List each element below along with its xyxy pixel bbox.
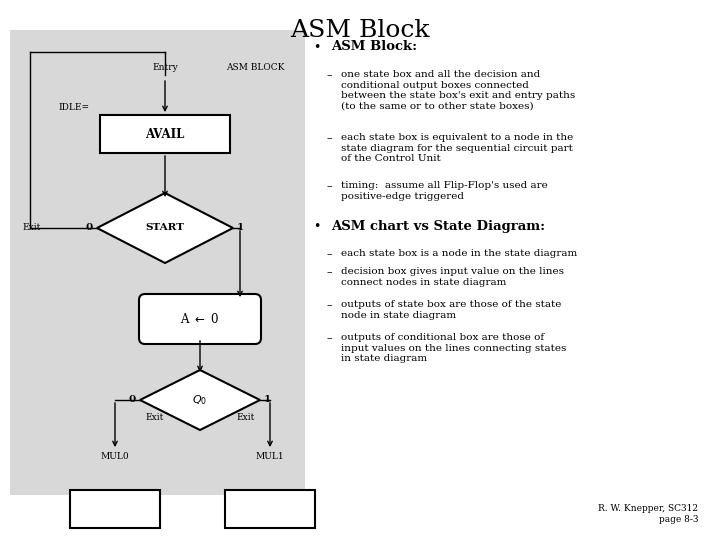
Text: A $\leftarrow$ 0: A $\leftarrow$ 0 [181,312,220,326]
Text: –: – [326,333,332,343]
Bar [100,115,230,153]
Text: decision box gives input value on the lines
connect nodes in state diagram: decision box gives input value on the li… [341,267,564,287]
Text: MUL0: MUL0 [101,452,130,461]
Text: each state box is a node in the state diagram: each state box is a node in the state di… [341,249,577,259]
Text: ASM chart vs State Diagram:: ASM chart vs State Diagram: [331,220,545,233]
FancyBboxPatch shape [139,294,261,344]
Text: –: – [326,267,332,278]
Polygon shape [97,193,233,263]
Text: ASM Block:: ASM Block: [331,40,418,53]
Text: Exit: Exit [22,224,40,233]
Text: –: – [326,181,332,192]
Bar [10,30,305,495]
Bar [225,490,315,528]
Bar [70,490,160,528]
Text: 1: 1 [264,395,271,404]
Text: R. W. Knepper, SC312
page 8-3: R. W. Knepper, SC312 page 8-3 [598,504,698,524]
Text: $Q_0$: $Q_0$ [192,393,207,407]
Text: •: • [313,40,320,53]
Text: outputs of conditional box are those of
input values on the lines connecting sta: outputs of conditional box are those of … [341,333,566,363]
Text: Entry: Entry [152,64,178,72]
Text: –: – [326,70,332,80]
Text: –: – [326,249,332,260]
Text: outputs of state box are those of the state
node in state diagram: outputs of state box are those of the st… [341,300,561,320]
Text: 0: 0 [86,224,93,233]
Text: –: – [326,300,332,310]
Text: ASM Block: ASM Block [290,19,430,42]
Text: IDLE=: IDLE= [58,104,89,112]
Text: 1: 1 [237,224,244,233]
Text: 0: 0 [129,395,136,404]
Text: MUL1: MUL1 [256,452,284,461]
Text: timing:  assume all Flip-Flop's used are
positive-edge triggered: timing: assume all Flip-Flop's used are … [341,181,547,201]
Text: •: • [313,220,320,233]
Text: each state box is equivalent to a node in the
state diagram for the sequential c: each state box is equivalent to a node i… [341,133,573,163]
Text: –: – [326,133,332,144]
Text: one state box and all the decision and
conditional output boxes connected
betwee: one state box and all the decision and c… [341,70,575,110]
Polygon shape [140,370,260,430]
Text: START: START [145,224,184,233]
Text: ASM BLOCK: ASM BLOCK [226,64,284,72]
Text: Exit: Exit [237,414,255,422]
Text: AVAIL: AVAIL [145,127,185,140]
Text: Exit: Exit [145,414,163,422]
